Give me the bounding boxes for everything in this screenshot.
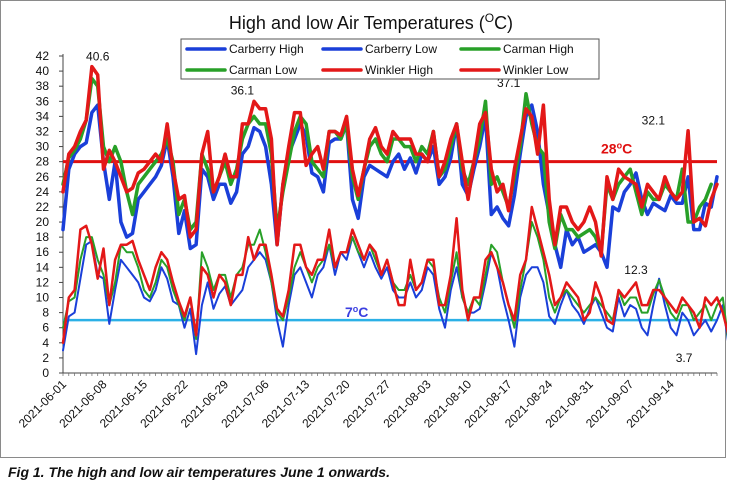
y-tick-label: 32 [36,124,50,138]
data-annotation: 12.3 [624,263,648,277]
y-tick-label: 22 [36,200,50,214]
y-tick-label: 16 [36,245,50,259]
legend: Carberry High Carberry Low Carman High Carm… [180,38,600,80]
y-tick-label: 4 [42,336,49,350]
y-tick-label: 38 [36,79,50,93]
y-tick-label: 28 [36,155,50,169]
chart-title-end: C) [494,13,513,33]
x-axis: 2021-06-012021-06-082021-06-152021-06-22… [16,372,718,431]
y-tick-label: 20 [36,215,50,229]
chart-title-sup: O [485,11,494,25]
reference-line-label: 28oC [601,141,632,157]
y-tick-label: 6 [42,321,49,335]
data-annotation: 40.6 [86,50,110,64]
y-tick-label: 30 [36,140,50,154]
y-tick-label: 0 [42,366,49,380]
chart-title-main: High and low Air Temperatures ( [229,13,485,33]
y-tick-label: 2 [42,351,49,365]
legend-label: Carman Low [229,63,297,77]
y-tick-label: 12 [36,275,50,289]
series-line-carman-low [62,221,727,340]
y-tick-label: 8 [42,306,49,320]
series-lines [61,64,727,356]
y-tick-label: 34 [36,109,50,123]
series-line-winkler-high [61,64,719,258]
legend-label: Carberry High [229,42,304,56]
legend-label: Winkler Low [503,63,569,77]
annotations: 40.636.137.132.112.33.7 [86,50,693,366]
data-annotation: 32.1 [642,114,666,128]
series-line-winkler-low [61,205,727,345]
y-tick-label: 36 [36,94,50,108]
y-tick-label: 10 [36,291,50,305]
legend-label: Carberry Low [365,42,437,56]
legend-box [180,38,600,80]
y-tick-label: 26 [36,170,50,184]
chart-title: High and low Air Temperatures (OC) [229,11,513,33]
figure-caption: Fig 1. The high and low air temperatures… [8,464,390,480]
data-annotation: 36.1 [231,84,255,98]
legend-label: Winkler High [365,63,433,77]
reference-line-label: 7oC [345,304,368,320]
data-annotation: 3.7 [676,351,693,365]
temperature-line-chart: High and low Air Temperatures (OC) 02468… [16,11,727,431]
y-tick-label: 18 [36,230,50,244]
legend-label: Carman High [503,42,574,56]
y-tick-label: 40 [36,64,50,78]
y-tick-label: 42 [36,49,50,63]
y-tick-label: 14 [36,260,50,274]
y-tick-label: 24 [36,185,50,199]
